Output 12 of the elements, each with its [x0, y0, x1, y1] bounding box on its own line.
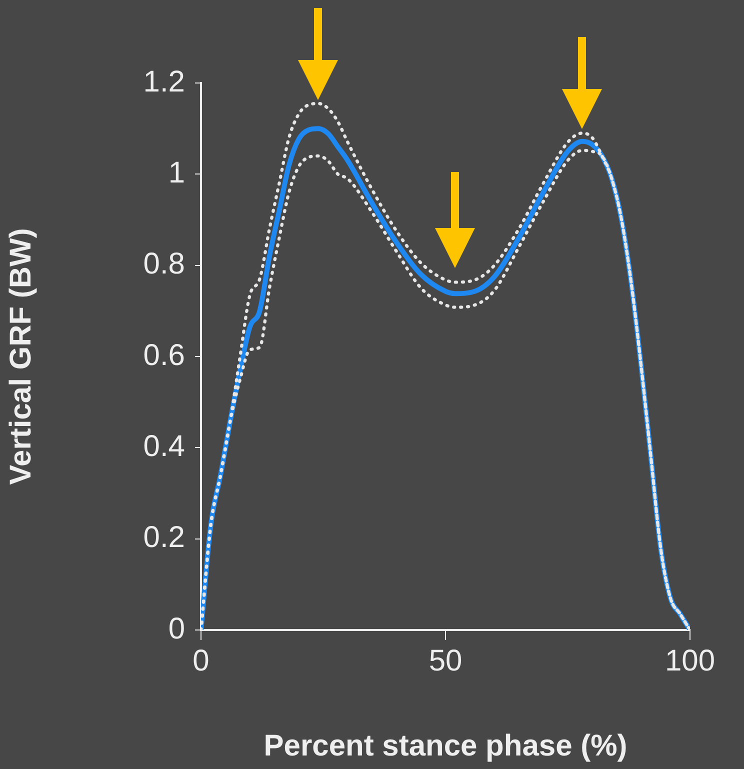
y-tick-label: 1	[168, 156, 185, 190]
x-tick-label: 50	[428, 644, 462, 678]
y-tick-label: 0.4	[143, 430, 185, 463]
y-tick-label: 0.2	[143, 521, 185, 554]
x-tick-label: 100	[664, 644, 716, 678]
x-tick-label: 0	[192, 644, 210, 678]
y-tick-label: 0	[168, 612, 185, 646]
y-tick-label: 0.8	[143, 248, 185, 281]
y-tick-label: 1.2	[143, 65, 185, 98]
y-tick-label: 0.6	[143, 338, 185, 372]
x-axis-title: Percent stance phase (%)	[264, 729, 628, 762]
y-axis-title: Vertical GRF (BW)	[4, 228, 38, 485]
